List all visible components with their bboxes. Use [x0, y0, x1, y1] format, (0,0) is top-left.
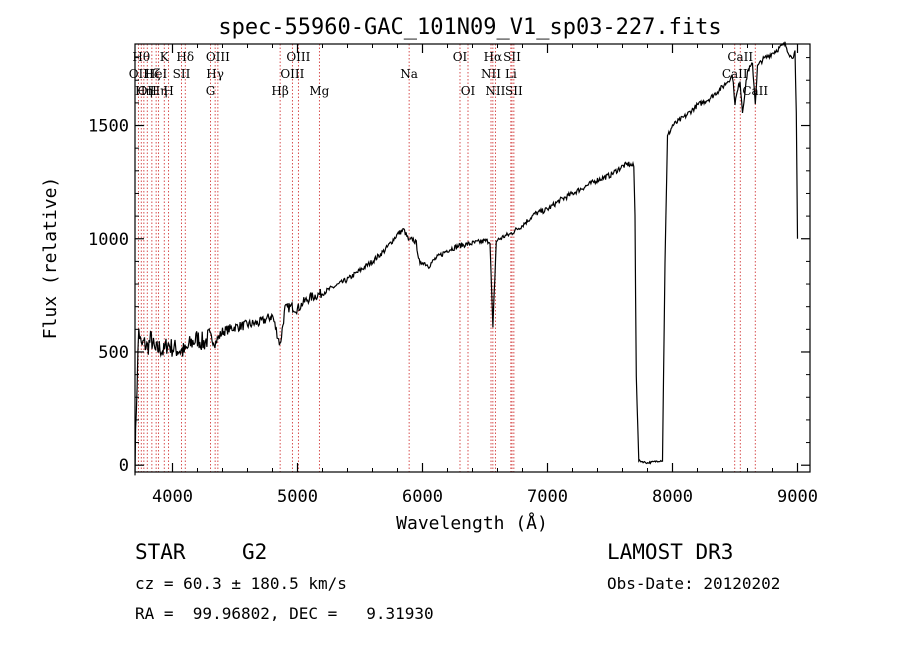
x-tick-label-9000: 9000 — [777, 487, 818, 507]
line-label-4102: Hδ — [176, 50, 194, 64]
line-label-4363: OIII — [206, 50, 230, 64]
line-label-5007: OIII — [286, 50, 310, 64]
chart-title: spec-55960-GAC_101N09_V1_sp03-227.fits — [218, 15, 721, 40]
x-tick-label-6000: 6000 — [402, 487, 443, 507]
line-label-6364: OI — [461, 84, 476, 98]
spectral-line-labels: OIIHθHηOIIHζHeIHηKHSIIHδGHγOIIIHβOIIIOII… — [129, 50, 769, 98]
x-tick-label-5000: 5000 — [277, 487, 318, 507]
y-tick-label-0: 0 — [119, 456, 129, 476]
redshift-line: cz = 60.3 ± 180.5 km/s — [135, 574, 347, 593]
line-label-3798: OII — [138, 84, 158, 98]
line-label-3771: Hη — [135, 84, 153, 98]
flux-series-line — [134, 41, 799, 476]
line-label-4959: OIII — [280, 67, 304, 81]
line-label-3750: Hθ — [132, 50, 150, 64]
line-label-6716: SII — [503, 50, 521, 64]
line-label-5893: Na — [400, 67, 418, 81]
line-label-6707: Li — [505, 67, 517, 81]
line-label-3727: OII — [129, 67, 149, 81]
y-tick-label-500: 500 — [98, 343, 129, 363]
y-tick-label-1500: 1500 — [88, 117, 129, 137]
line-label-4861: Hβ — [271, 84, 288, 98]
line-label-3934: K — [160, 50, 170, 64]
obs-date-line: Obs-Date: 20120202 — [607, 574, 781, 593]
x-tick-label-8000: 8000 — [652, 487, 693, 507]
plot-frame — [134, 43, 811, 473]
line-label-4304: G — [206, 84, 216, 98]
line-label-3969: H — [163, 84, 173, 98]
x-axis-ticks: 4000 5000 6000 7000 8000 9000 — [152, 44, 818, 507]
line-label-6563: Hα — [484, 50, 503, 64]
y-axis-label: Flux (relative) — [40, 177, 61, 340]
object-subclass: G2 — [242, 540, 268, 564]
line-label-3869: HeI — [145, 67, 168, 81]
line-label-6731: SII — [505, 84, 523, 98]
line-label-8542: CaII — [727, 50, 753, 64]
line-label-8498: CaII — [722, 67, 748, 81]
x-axis-label: Wavelength (Å) — [396, 512, 548, 534]
x-tick-label-7000: 7000 — [527, 487, 568, 507]
line-label-4341: Hγ — [206, 67, 224, 81]
line-label-6548: NII — [481, 67, 501, 81]
y-tick-label-1000: 1000 — [88, 230, 129, 250]
line-label-3889: Hη — [150, 84, 168, 98]
coordinates-line: RA = 99.96802, DEC = 9.31930 — [135, 604, 434, 623]
survey-name: LAMOST DR3 — [607, 540, 734, 564]
line-label-5175: Mg — [309, 84, 329, 98]
line-label-6583: NII — [485, 84, 505, 98]
x-tick-label-4000: 4000 — [152, 487, 193, 507]
line-label-6300: OI — [453, 50, 468, 64]
line-label-8662: CaII — [742, 84, 768, 98]
object-class: STAR — [135, 540, 186, 564]
y-axis-ticks: 0 500 1000 1500 — [88, 57, 810, 476]
line-label-3835: Hζ — [143, 67, 160, 81]
line-label-4072: SII — [173, 67, 191, 81]
